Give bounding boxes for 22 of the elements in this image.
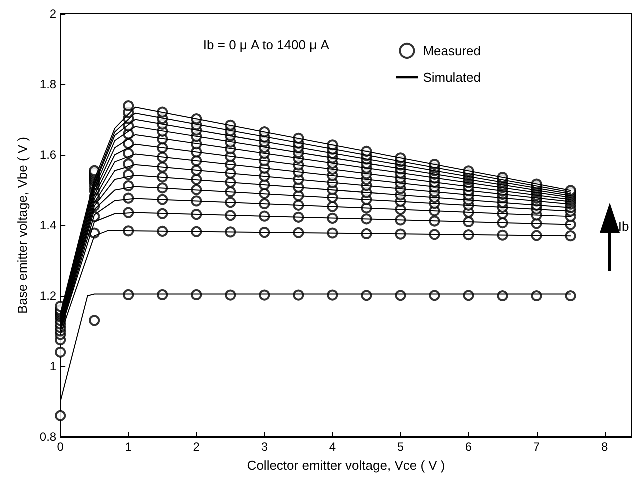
annotation: Ib [618,219,630,234]
x-tick-label: 7 [533,440,540,454]
y-tick-label: 0.8 [40,430,57,444]
x-tick-label: 0 [57,440,64,454]
legend-label: Measured [423,44,482,58]
x-tick-label: 6 [465,440,472,454]
x-tick-label: 4 [329,440,336,454]
x-tick-label: 5 [397,440,404,454]
y-tick-label: 2 [50,7,57,21]
x-axis-title: Collector emitter voltage, Vce ( V ) [247,458,446,473]
y-tick-label: 1.6 [40,148,57,162]
x-tick-label: 2 [193,440,200,454]
y-tick-label: 1.4 [40,218,57,232]
legend-label: Simulated [423,70,482,85]
y-axis-title: Base emitter voltage, Vbe ( V ) [15,136,30,314]
annotation: Ib = 0 μ A to 1400 μ A [203,38,330,53]
x-tick-label: 3 [261,440,268,454]
x-tick-label: 8 [601,440,608,454]
y-tick-label: 1.2 [40,289,57,303]
x-tick-label: 1 [125,440,132,454]
y-tick-label: 1.8 [40,78,57,92]
y-tick-label: 1 [50,360,57,374]
